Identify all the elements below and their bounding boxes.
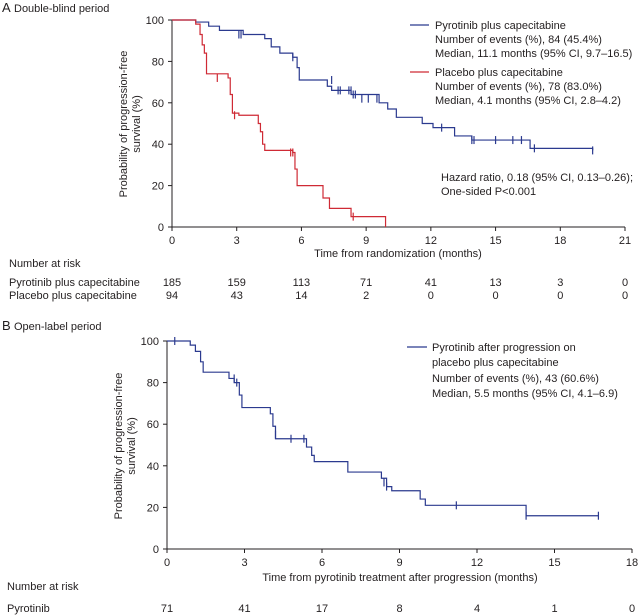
panel-a-xlabel: Time from randomization (months) [314, 248, 482, 260]
risk-value: 17 [316, 603, 328, 615]
risk-value: 94 [166, 290, 178, 302]
risk-value: 0 [557, 290, 563, 302]
risk-table-title: Number at risk [7, 581, 79, 593]
panel-a-y-axis: 0 20 40 60 80 100 [146, 15, 173, 234]
x-tick-label: 3 [241, 557, 247, 569]
series-line [172, 19, 387, 227]
risk-value: 43 [231, 290, 243, 302]
x-tick-label: 0 [164, 557, 170, 569]
risk-value: 8 [396, 603, 402, 615]
risk-value: 0 [428, 290, 434, 302]
x-tick-label: 21 [619, 235, 631, 247]
panel-a-letter: A [2, 0, 11, 15]
risk-row-label: Pyrotinib [7, 603, 50, 615]
hazard-ratio-annotation: Hazard ratio, 0.18 (95% CI, 0.13–0.26); [441, 172, 633, 184]
risk-row-label: Placebo plus capecitabine [9, 290, 137, 302]
y-tick-label: 100 [146, 15, 164, 27]
y-tick-label: 80 [147, 378, 159, 390]
panel-a-title: Double-blind period [14, 3, 109, 15]
y-tick-label: 80 [152, 56, 164, 68]
risk-value: 13 [489, 277, 501, 289]
risk-value: 2 [363, 290, 369, 302]
risk-value: 4 [474, 603, 480, 615]
panel-a-ylabel-line2: survival (%) [131, 95, 143, 152]
panel-b-legend: Pyrotinib after progression on placebo p… [407, 342, 618, 400]
y-tick-label: 60 [152, 98, 164, 110]
risk-table-title: Number at risk [9, 258, 81, 270]
legend-label-pyrotinib: Pyrotinib plus capecitabine [435, 20, 566, 32]
x-tick-label: 12 [425, 235, 437, 247]
panel-b-title: Open-label period [14, 321, 101, 333]
x-tick-label: 15 [548, 557, 560, 569]
y-tick-label: 100 [141, 336, 159, 348]
risk-value: 0 [622, 277, 628, 289]
risk-value: 0 [629, 603, 635, 615]
panel-a-series [172, 19, 594, 227]
y-tick-label: 40 [147, 461, 159, 473]
risk-value: 1 [551, 603, 557, 615]
y-tick-label: 0 [158, 222, 164, 234]
x-tick-label: 6 [319, 557, 325, 569]
panel-b-ylabel-line1: Probability of progression-free [113, 373, 125, 520]
panel-b-x-axis: 0 3 6 9 12 15 18 [164, 548, 638, 569]
x-tick-label: 12 [471, 557, 483, 569]
risk-value: 41 [238, 603, 250, 615]
panel-a-ylabel-line1: Probability of progression-free [118, 51, 130, 198]
y-tick-label: 40 [152, 139, 164, 151]
legend-median-pyrotinib: Median, 11.1 months (95% CI, 9.7–16.5) [435, 48, 632, 60]
x-tick-label: 18 [626, 557, 638, 569]
legend-label-pyrotinib-after: Pyrotinib after progression on [432, 342, 576, 354]
risk-value: 0 [493, 290, 499, 302]
panel-b-ylabel-line2: survival (%) [126, 417, 138, 474]
legend-events-placebo: Number of events (%), 78 (83.0%) [435, 81, 602, 93]
panel-b-y-axis: 0 20 40 60 80 100 [141, 336, 168, 556]
y-tick-label: 20 [147, 502, 159, 514]
legend-label2-pyrotinib-after: placebo plus capecitabine [432, 357, 559, 369]
p-value-annotation: One-sided P<0.001 [441, 186, 536, 198]
risk-value: 3 [557, 277, 563, 289]
x-tick-label: 0 [169, 235, 175, 247]
panel-b-xlabel: Time from pyrotinib treatment after prog… [262, 572, 537, 584]
legend-label-placebo: Placebo plus capecitabine [435, 67, 563, 79]
x-tick-label: 18 [554, 235, 566, 247]
risk-value: 0 [622, 290, 628, 302]
x-tick-label: 15 [489, 235, 501, 247]
x-tick-label: 3 [234, 235, 240, 247]
risk-value: 71 [360, 277, 372, 289]
panel-b-risk-table: Number at risk Pyrotinib 71 41 17 8 4 1 0 [7, 581, 635, 615]
panel-a-risk-table: Number at risk Pyrotinib plus capecitabi… [9, 258, 628, 302]
risk-value: 113 [293, 277, 311, 289]
series-line [172, 19, 594, 151]
legend-events-pyrotinib-after: Number of events (%), 43 (60.6%) [432, 373, 599, 385]
panel-a-x-axis: 0 3 6 9 12 15 18 21 [169, 226, 631, 247]
legend-median-pyrotinib-after: Median, 5.5 months (95% CI, 4.1–6.9) [432, 388, 618, 400]
risk-value: 14 [295, 290, 307, 302]
y-tick-label: 0 [153, 544, 159, 556]
risk-value: 159 [228, 277, 246, 289]
y-tick-label: 20 [152, 181, 164, 193]
risk-value: 71 [161, 603, 173, 615]
panel-b-letter: B [2, 318, 11, 333]
legend-events-pyrotinib: Number of events (%), 84 (45.4%) [435, 34, 602, 46]
risk-value: 185 [163, 277, 181, 289]
x-tick-label: 9 [396, 557, 402, 569]
y-tick-label: 60 [147, 419, 159, 431]
x-tick-label: 6 [298, 235, 304, 247]
risk-value: 41 [425, 277, 437, 289]
panel-b-series [167, 337, 600, 520]
x-tick-label: 9 [363, 235, 369, 247]
panel-a-legend: Pyrotinib plus capecitabine Number of ev… [410, 20, 632, 107]
risk-row-label: Pyrotinib plus capecitabine [9, 277, 140, 289]
legend-median-placebo: Median, 4.1 months (95% CI, 2.8–4.2) [435, 95, 621, 107]
